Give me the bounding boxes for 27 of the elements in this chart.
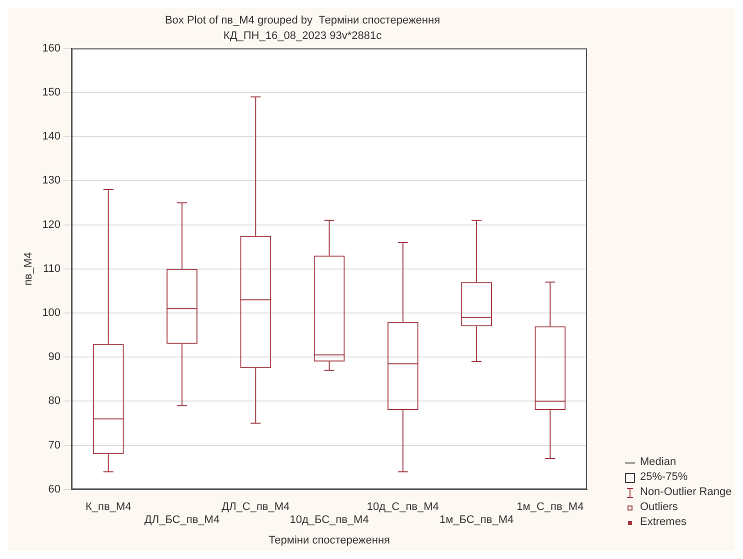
text: Median <box>640 455 676 470</box>
y-tick-label: 140 <box>42 130 61 143</box>
y-tick-label: 90 <box>48 351 61 364</box>
chart-title: Box Plot of пв_M4 grouped by Терміни спостереження <box>164 14 440 27</box>
y-tick-label: 70 <box>48 439 61 452</box>
x-axis-title: Терміни спостереження <box>268 534 390 546</box>
y-tick-label: 100 <box>42 307 61 320</box>
y-tick-label: 150 <box>42 86 61 99</box>
text: Non-Outlier Range <box>640 485 732 500</box>
text: Extremes <box>640 515 686 530</box>
x-tick-label: 10д_БС_пв_M4 <box>290 514 369 526</box>
text: Outliers <box>640 500 678 515</box>
y-axis-title: пв_M4 <box>22 252 35 286</box>
x-tick-label: 1м_С_пв_M4 <box>516 501 584 514</box>
y-tick-label: 110 <box>43 262 61 275</box>
y-tick-label: 80 <box>48 395 61 408</box>
x-tick-label: К_пв_M4 <box>86 501 132 514</box>
x-tick-label: 1м_БС_пв_M4 <box>439 514 514 526</box>
x-tick-label: ДЛ_С_пв_M4 <box>222 501 290 514</box>
text: 25%-75% <box>640 470 688 485</box>
y-tick-label: 120 <box>42 218 61 231</box>
y-tick-label: 160 <box>42 42 61 54</box>
x-tick-label: ДЛ_БС_пв_M4 <box>144 514 220 526</box>
chart-subtitle: КД_ПН_16_08_2023 93v*2881c <box>223 30 382 42</box>
x-tick-label: 10д_С_пв_M4 <box>366 501 439 514</box>
y-tick-label: 60 <box>48 483 61 496</box>
y-tick-label: 130 <box>42 174 61 187</box>
